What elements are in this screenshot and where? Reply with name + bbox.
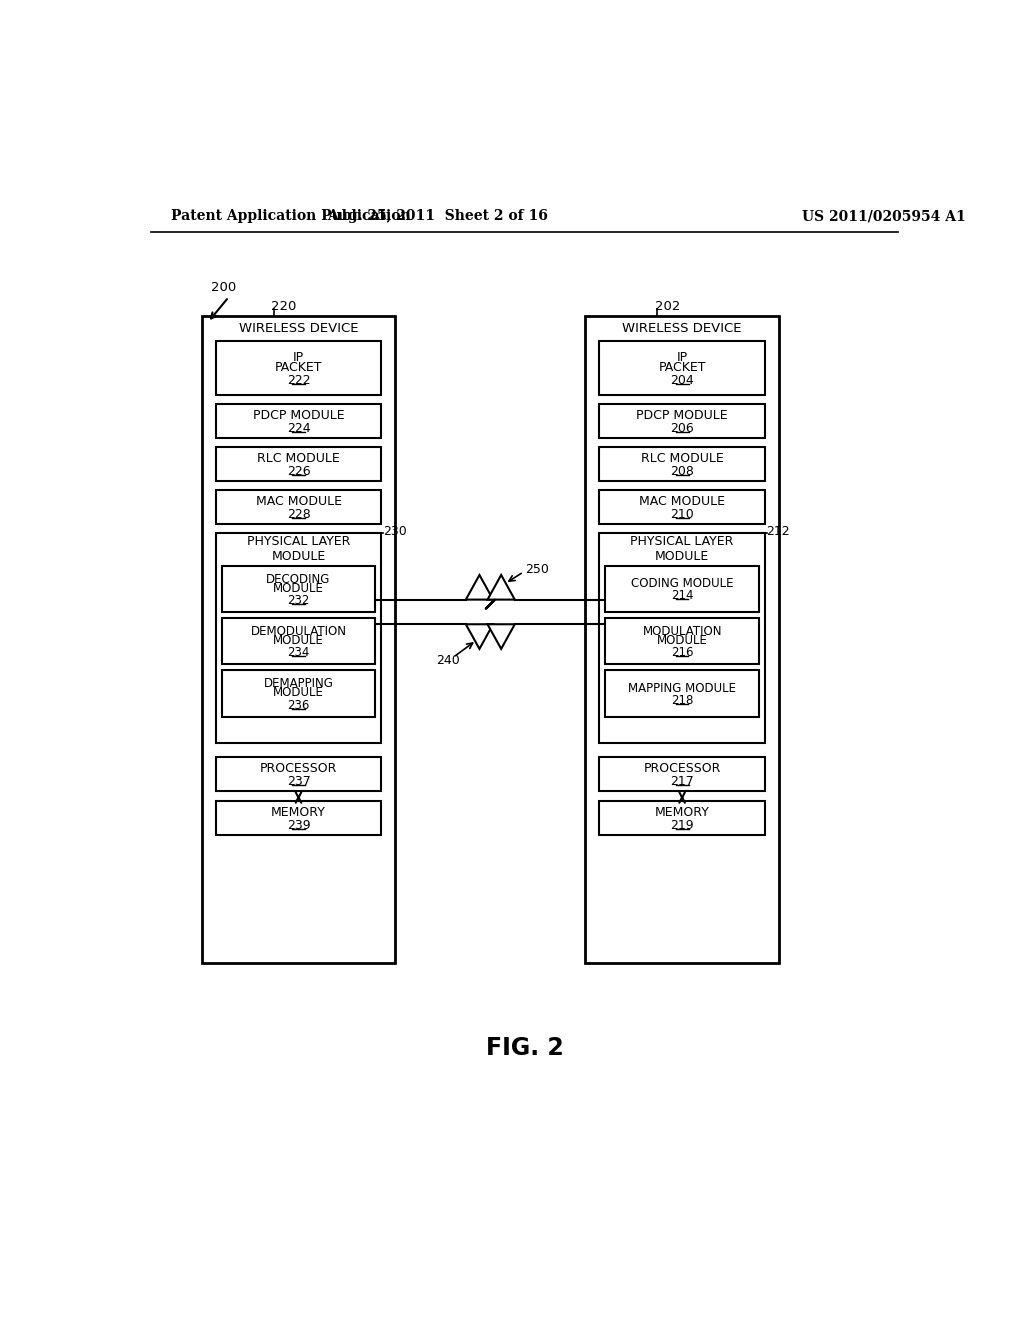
Text: IP: IP: [293, 351, 304, 364]
Text: 224: 224: [287, 422, 310, 436]
Polygon shape: [466, 576, 494, 599]
Polygon shape: [216, 341, 381, 395]
Text: MODULE: MODULE: [273, 582, 324, 595]
Text: 226: 226: [287, 465, 310, 478]
Text: 228: 228: [287, 508, 310, 521]
Polygon shape: [216, 447, 381, 480]
Text: MODULE: MODULE: [273, 634, 324, 647]
Text: MAC MODULE: MAC MODULE: [256, 495, 341, 508]
Polygon shape: [599, 341, 765, 395]
Text: 220: 220: [271, 300, 297, 313]
Text: MODULE: MODULE: [273, 686, 324, 700]
Polygon shape: [605, 671, 759, 717]
Text: PROCESSOR: PROCESSOR: [643, 762, 721, 775]
Text: IP: IP: [677, 351, 688, 364]
Text: 250: 250: [525, 564, 549, 576]
Polygon shape: [599, 490, 765, 524]
Text: Patent Application Publication: Patent Application Publication: [171, 209, 411, 223]
Text: 212: 212: [767, 525, 791, 539]
Polygon shape: [605, 618, 759, 664]
Polygon shape: [222, 566, 375, 612]
Polygon shape: [487, 624, 515, 649]
Text: US 2011/0205954 A1: US 2011/0205954 A1: [802, 209, 966, 223]
Text: 218: 218: [671, 694, 693, 708]
Text: CODING MODULE: CODING MODULE: [631, 577, 733, 590]
Polygon shape: [586, 317, 779, 964]
Text: 236: 236: [288, 698, 309, 711]
Polygon shape: [216, 490, 381, 524]
Text: 216: 216: [671, 647, 693, 660]
Text: MEMORY: MEMORY: [271, 807, 326, 820]
Text: 239: 239: [287, 820, 310, 833]
Text: PHYSICAL LAYER
MODULE: PHYSICAL LAYER MODULE: [247, 535, 350, 562]
Text: MODULE: MODULE: [656, 634, 708, 647]
Polygon shape: [222, 671, 375, 717]
Text: MEMORY: MEMORY: [654, 807, 710, 820]
Polygon shape: [202, 317, 395, 964]
Text: PROCESSOR: PROCESSOR: [260, 762, 337, 775]
Polygon shape: [216, 404, 381, 438]
Text: PDCP MODULE: PDCP MODULE: [253, 409, 344, 422]
Polygon shape: [605, 566, 759, 612]
Text: 204: 204: [671, 374, 694, 387]
Text: FIG. 2: FIG. 2: [486, 1036, 563, 1060]
Text: 234: 234: [288, 647, 309, 660]
Text: 202: 202: [655, 300, 680, 313]
Text: DECODING: DECODING: [266, 573, 331, 586]
Text: PACKET: PACKET: [274, 360, 323, 374]
Text: 230: 230: [383, 525, 407, 539]
Text: 206: 206: [671, 422, 694, 436]
Text: DEMAPPING: DEMAPPING: [263, 677, 334, 690]
Polygon shape: [216, 756, 381, 791]
Polygon shape: [216, 801, 381, 836]
Polygon shape: [216, 533, 381, 743]
Text: 237: 237: [287, 775, 310, 788]
Text: 208: 208: [670, 465, 694, 478]
Text: 232: 232: [288, 594, 309, 607]
Polygon shape: [599, 756, 765, 791]
Text: 214: 214: [671, 590, 693, 602]
Polygon shape: [222, 618, 375, 664]
Text: 219: 219: [671, 820, 694, 833]
Text: RLC MODULE: RLC MODULE: [641, 451, 724, 465]
Text: 210: 210: [671, 508, 694, 521]
Text: 240: 240: [436, 653, 460, 667]
Text: 222: 222: [287, 374, 310, 387]
Polygon shape: [599, 533, 765, 743]
Polygon shape: [487, 576, 515, 599]
Polygon shape: [599, 404, 765, 438]
Text: PDCP MODULE: PDCP MODULE: [636, 409, 728, 422]
Text: Aug. 25, 2011  Sheet 2 of 16: Aug. 25, 2011 Sheet 2 of 16: [328, 209, 549, 223]
Text: WIRELESS DEVICE: WIRELESS DEVICE: [239, 322, 358, 335]
Polygon shape: [599, 447, 765, 480]
Polygon shape: [466, 624, 494, 649]
Text: PHYSICAL LAYER
MODULE: PHYSICAL LAYER MODULE: [631, 535, 734, 562]
Text: MAPPING MODULE: MAPPING MODULE: [628, 682, 736, 694]
Text: DEMODULATION: DEMODULATION: [251, 624, 346, 638]
Text: RLC MODULE: RLC MODULE: [257, 451, 340, 465]
Text: 200: 200: [211, 281, 237, 294]
Text: WIRELESS DEVICE: WIRELESS DEVICE: [623, 322, 741, 335]
Text: PACKET: PACKET: [658, 360, 706, 374]
Polygon shape: [599, 801, 765, 836]
Text: MAC MODULE: MAC MODULE: [639, 495, 725, 508]
Text: 217: 217: [671, 775, 694, 788]
Text: MODULATION: MODULATION: [642, 624, 722, 638]
